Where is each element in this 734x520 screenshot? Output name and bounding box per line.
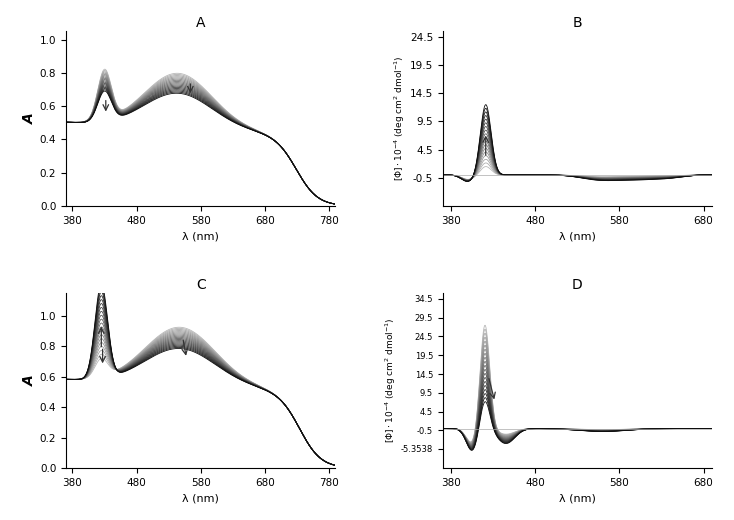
Title: C: C <box>196 278 206 292</box>
Y-axis label: A: A <box>23 113 37 124</box>
Title: B: B <box>573 16 582 30</box>
X-axis label: λ (nm): λ (nm) <box>182 231 219 241</box>
Y-axis label: A: A <box>23 375 37 386</box>
Y-axis label: $[\Phi]\cdot10^{-4}$ (deg cm$^2$ dmol$^{-1}$): $[\Phi]\cdot10^{-4}$ (deg cm$^2$ dmol$^{… <box>384 318 398 444</box>
Title: D: D <box>572 278 583 292</box>
Title: A: A <box>196 16 206 30</box>
X-axis label: λ (nm): λ (nm) <box>559 493 596 503</box>
Y-axis label: $[\Phi]\cdot10^{-4}$ (deg cm$^2$ dmol$^{-1}$): $[\Phi]\cdot10^{-4}$ (deg cm$^2$ dmol$^{… <box>393 56 407 181</box>
X-axis label: λ (nm): λ (nm) <box>182 493 219 503</box>
X-axis label: λ (nm): λ (nm) <box>559 231 596 241</box>
